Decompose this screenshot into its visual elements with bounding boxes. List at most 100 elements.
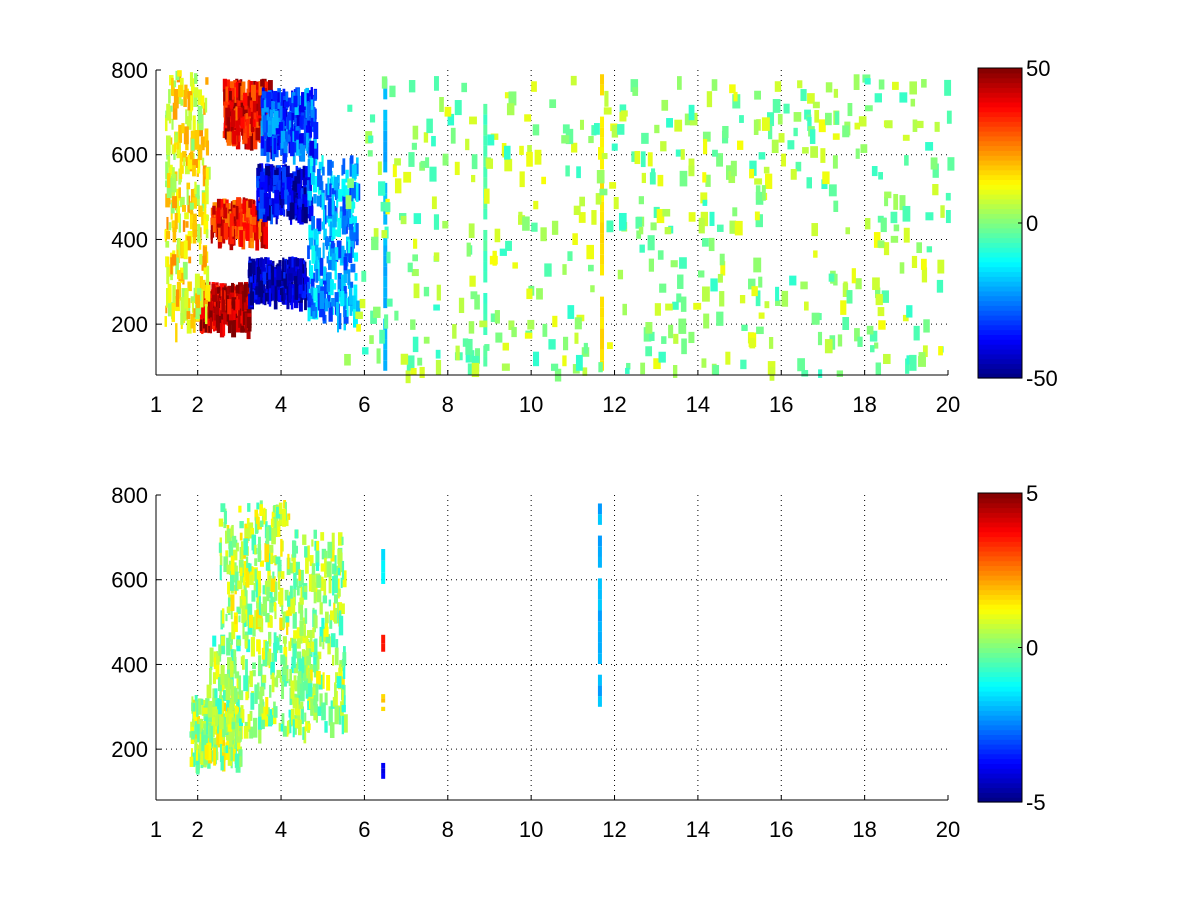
heatmap-cell (235, 284, 240, 294)
heatmap-cell (313, 235, 316, 246)
heatmap-cell (225, 686, 231, 701)
heatmap-cell (778, 133, 785, 143)
heatmap-stripe-cell (381, 572, 386, 584)
heatmap-cell (294, 697, 299, 715)
heatmap-cell (166, 230, 171, 240)
heatmap-cell (260, 258, 263, 268)
grid (156, 495, 948, 800)
colorbar-segment (978, 589, 1022, 595)
heatmap-cell (292, 540, 297, 558)
heatmap-cell (756, 326, 764, 335)
heatmap-cell (296, 115, 301, 126)
heatmap-cell (864, 78, 871, 85)
heatmap-cell (267, 614, 272, 628)
heatmap-cell (296, 637, 301, 649)
heatmap-cell (468, 321, 475, 334)
heatmap-cell (233, 649, 237, 661)
x-tick-label: 16 (769, 392, 793, 417)
heatmap-cell (231, 282, 235, 295)
heatmap-cell (198, 129, 204, 137)
heatmap-cell (522, 216, 530, 231)
heatmap-cell (587, 264, 594, 272)
heatmap-cell (258, 280, 264, 298)
heatmap-cell (343, 714, 348, 733)
colorbar-segment (978, 700, 1022, 707)
heatmap-cell (202, 192, 206, 204)
heatmap-cell (892, 81, 899, 90)
heatmap-cell (423, 336, 430, 344)
heatmap-cell (419, 366, 425, 379)
heatmap-cell (335, 639, 339, 650)
heatmap-cell (216, 207, 221, 224)
heatmap-cell (576, 166, 581, 179)
heatmap-cell (286, 165, 290, 177)
heatmap-cell (790, 169, 797, 180)
heatmap-cell (775, 299, 781, 306)
heatmap-cell (234, 753, 240, 768)
heatmap-cell (751, 286, 758, 297)
colorbar-segment (978, 541, 1022, 547)
heatmap-cell (279, 288, 283, 296)
heatmap-cell (802, 147, 809, 154)
heatmap-cell (410, 319, 416, 330)
x-tick-label: 16 (769, 817, 793, 842)
colorbar-segment (978, 126, 1022, 132)
heatmap-cell (171, 144, 176, 155)
colorbar-segment (978, 237, 1022, 243)
heatmap-stripe-cell (483, 314, 488, 325)
heatmap-cell (205, 698, 210, 717)
heatmap-cell (190, 130, 196, 139)
heatmap-cell (880, 217, 887, 233)
heatmap-cell (883, 353, 891, 364)
heatmap-cell (293, 634, 297, 646)
heatmap-cell (905, 358, 910, 374)
heatmap-cell (678, 318, 687, 334)
heatmap-cell (181, 123, 185, 134)
heatmap-cell (828, 273, 835, 282)
heatmap-cell (303, 133, 307, 146)
heatmap-cell (333, 594, 338, 604)
heatmap-cell (278, 166, 281, 181)
heatmap-cell (647, 152, 653, 167)
heatmap-cell (307, 171, 310, 189)
heatmap-cell (749, 337, 756, 349)
heatmap-cell (804, 301, 809, 311)
heatmap-cell (277, 571, 281, 590)
colorbar-segment (978, 198, 1022, 205)
heatmap-cell (280, 187, 285, 199)
colorbar-segment (978, 232, 1022, 239)
heatmap-cell (563, 336, 569, 351)
heatmap-cell (540, 227, 547, 242)
x-tick-label: 14 (686, 392, 710, 417)
heatmap-cell (296, 627, 302, 639)
heatmap-cell (253, 290, 258, 300)
colorbar-segment (978, 594, 1022, 600)
heatmap-cell (170, 257, 173, 275)
heatmap-cell (250, 637, 256, 657)
heatmap-cell (193, 308, 196, 318)
heatmap-cell (575, 354, 583, 371)
heatmap-cell (335, 301, 339, 316)
heatmap-cell (214, 306, 219, 321)
heatmap-cell (494, 310, 500, 324)
heatmap-cell (198, 719, 203, 735)
heatmap-cell (279, 587, 284, 607)
heatmap-cell (246, 316, 252, 327)
heatmap-cell (567, 305, 575, 319)
heatmap-cell (299, 620, 304, 636)
heatmap-cell (310, 106, 315, 122)
heatmap-cell (298, 95, 303, 105)
heatmap-cell (239, 532, 243, 541)
heatmap-cell (272, 597, 276, 607)
heatmap-cell (311, 245, 316, 264)
heatmap-cell (769, 366, 775, 381)
heatmap-cell (343, 646, 346, 655)
heatmap-cell (275, 184, 279, 192)
heatmap-cell (331, 532, 335, 550)
heatmap-cell (327, 287, 331, 303)
heatmap-cell (273, 701, 276, 710)
colorbar-tick-label: 0 (1026, 211, 1038, 236)
heatmap-cell (317, 247, 321, 263)
heatmap-cell (231, 225, 234, 237)
